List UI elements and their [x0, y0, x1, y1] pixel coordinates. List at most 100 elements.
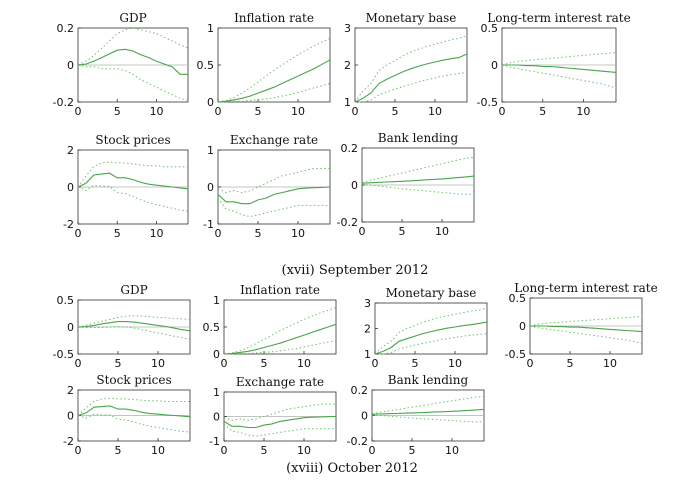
y-tick-label: 0 — [67, 321, 74, 334]
y-tick-label: 0.2 — [351, 384, 369, 397]
y-tick-label: -1 — [203, 218, 214, 231]
upper-band-line — [217, 37, 331, 103]
x-tick-label: 5 — [114, 227, 121, 240]
upper-band-line — [374, 307, 488, 355]
lower-band-line — [77, 325, 191, 340]
response-line — [77, 172, 189, 190]
x-tick-label: 5 — [115, 357, 122, 370]
lower-band-line — [501, 64, 617, 89]
x-tick-label: 0 — [75, 105, 82, 118]
y-tick-label: 0 — [67, 59, 74, 72]
lower-band-line — [224, 340, 337, 355]
response-line — [371, 408, 485, 415]
y-tick-label: -0.5 — [53, 348, 74, 361]
x-tick-label: 0 — [215, 227, 222, 240]
plot-frame — [217, 27, 331, 103]
y-tick-label: 0 — [67, 181, 74, 194]
lower-band-line — [77, 64, 189, 101]
response-line — [374, 321, 488, 355]
x-tick-label: 0 — [369, 444, 376, 457]
x-tick-label: 10 — [435, 225, 449, 238]
y-tick-label: 3 — [364, 297, 371, 310]
panel-9: Inflation rate 1 0.5 00 5 10 — [203, 283, 337, 370]
upper-band-line — [77, 315, 191, 328]
response-line — [354, 53, 468, 103]
panel-title: Long-term interest rate — [487, 11, 630, 25]
y-tick-label: 2 — [67, 144, 74, 157]
panel-title: Inflation rate — [234, 11, 314, 25]
panel-3: Monetary base 3 2 10 5 10 — [344, 11, 468, 118]
response-line — [77, 405, 191, 418]
x-tick-label: 0 — [372, 357, 379, 370]
y-tick-label: 0 — [361, 410, 368, 423]
panel-title: Inflation rate — [240, 283, 320, 297]
x-tick-label: 10 — [576, 105, 590, 118]
x-tick-label: 10 — [297, 444, 311, 457]
x-tick-label: 10 — [151, 357, 165, 370]
panel-2: Inflation rate 1 0.5 00 5 10 — [197, 11, 331, 118]
panel-title: Stock prices — [95, 133, 170, 147]
response-line — [223, 415, 337, 429]
x-tick-label: 10 — [603, 357, 617, 370]
lower-band-line — [529, 325, 643, 344]
x-tick-label: 10 — [151, 444, 165, 457]
panel-title: GDP — [120, 283, 147, 297]
y-tick-label: -0.5 — [505, 348, 526, 361]
y-tick-label: 1 — [207, 22, 214, 35]
upper-band-line — [223, 307, 337, 355]
response-line — [223, 323, 337, 355]
x-tick-label: 5 — [255, 227, 262, 240]
x-tick-label: 5 — [399, 225, 406, 238]
x-tick-label: 0 — [75, 357, 82, 370]
response-line — [217, 59, 331, 103]
response-line — [361, 175, 475, 184]
x-tick-label: 5 — [114, 105, 121, 118]
lower-band-line — [375, 333, 488, 355]
lower-band-line — [371, 414, 484, 423]
y-tick-label: 0.2 — [341, 142, 359, 155]
y-tick-label: 2 — [67, 384, 74, 397]
plot-frame — [354, 27, 468, 103]
panel-title: Exchange rate — [236, 375, 324, 389]
panel-title: Exchange rate — [230, 133, 318, 147]
y-tick-label: 0 — [213, 411, 220, 424]
x-tick-label: 0 — [75, 444, 82, 457]
x-tick-label: 10 — [445, 444, 459, 457]
x-tick-label: 5 — [255, 105, 262, 118]
y-tick-label: -0.2 — [53, 96, 74, 109]
upper-band-line — [77, 397, 190, 416]
y-tick-label: 1 — [364, 348, 371, 361]
y-tick-label: 0 — [213, 348, 220, 361]
upper-band-line — [354, 34, 468, 103]
y-tick-label: 0 — [519, 320, 526, 333]
x-tick-label: 0 — [215, 105, 222, 118]
response-line — [217, 186, 331, 205]
panel-title: Long-term interest rate — [514, 281, 657, 295]
y-tick-label: -1 — [209, 435, 220, 448]
upper-band-line — [371, 395, 485, 415]
panel-title: Monetary base — [366, 11, 457, 25]
y-tick-label: -2 — [63, 435, 74, 448]
y-tick-label: 3 — [344, 22, 351, 35]
x-tick-label: 0 — [359, 225, 366, 238]
lower-band-line — [355, 71, 468, 103]
y-tick-label: 0 — [207, 96, 214, 109]
lower-band-line — [217, 197, 330, 218]
x-tick-label: 5 — [567, 357, 574, 370]
upper-band-line — [529, 316, 643, 327]
x-tick-label: 10 — [150, 105, 164, 118]
plot-frame — [223, 299, 337, 355]
upper-band-line — [217, 168, 330, 194]
y-tick-label: 1 — [213, 294, 220, 307]
panel-title: Bank lending — [388, 373, 469, 387]
y-tick-label: -0.2 — [347, 435, 368, 448]
y-tick-label: 0 — [491, 59, 498, 72]
x-tick-label: 10 — [150, 227, 164, 240]
